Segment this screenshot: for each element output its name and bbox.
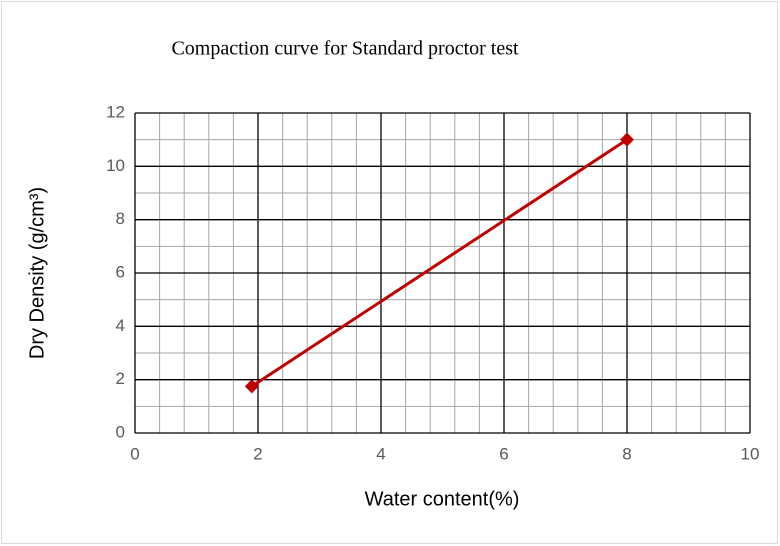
x-tick-label: 10 xyxy=(741,444,760,463)
x-tick-label: 2 xyxy=(253,444,262,463)
marker xyxy=(244,379,259,394)
x-tick-label: 0 xyxy=(130,444,139,463)
y-axis-label: Dry Density (g/cm³) xyxy=(26,187,48,359)
x-tick-label: 8 xyxy=(622,444,631,463)
y-tick-label: 8 xyxy=(116,209,125,228)
series-line xyxy=(251,138,628,388)
x-tick-label: 4 xyxy=(376,444,385,463)
y-tick-label: 2 xyxy=(116,369,125,388)
y-tick-label: 4 xyxy=(116,316,125,335)
x-axis-label: Water content(%) xyxy=(365,488,520,510)
x-tick-label: 6 xyxy=(499,444,508,463)
y-tick-label: 10 xyxy=(106,156,125,175)
marker xyxy=(620,132,634,147)
y-tick-label: 0 xyxy=(116,422,125,441)
chart-title: Compaction curve for Standard proctor te… xyxy=(171,38,519,60)
y-tick-label: 12 xyxy=(106,102,125,121)
y-tick-label: 6 xyxy=(116,262,125,281)
